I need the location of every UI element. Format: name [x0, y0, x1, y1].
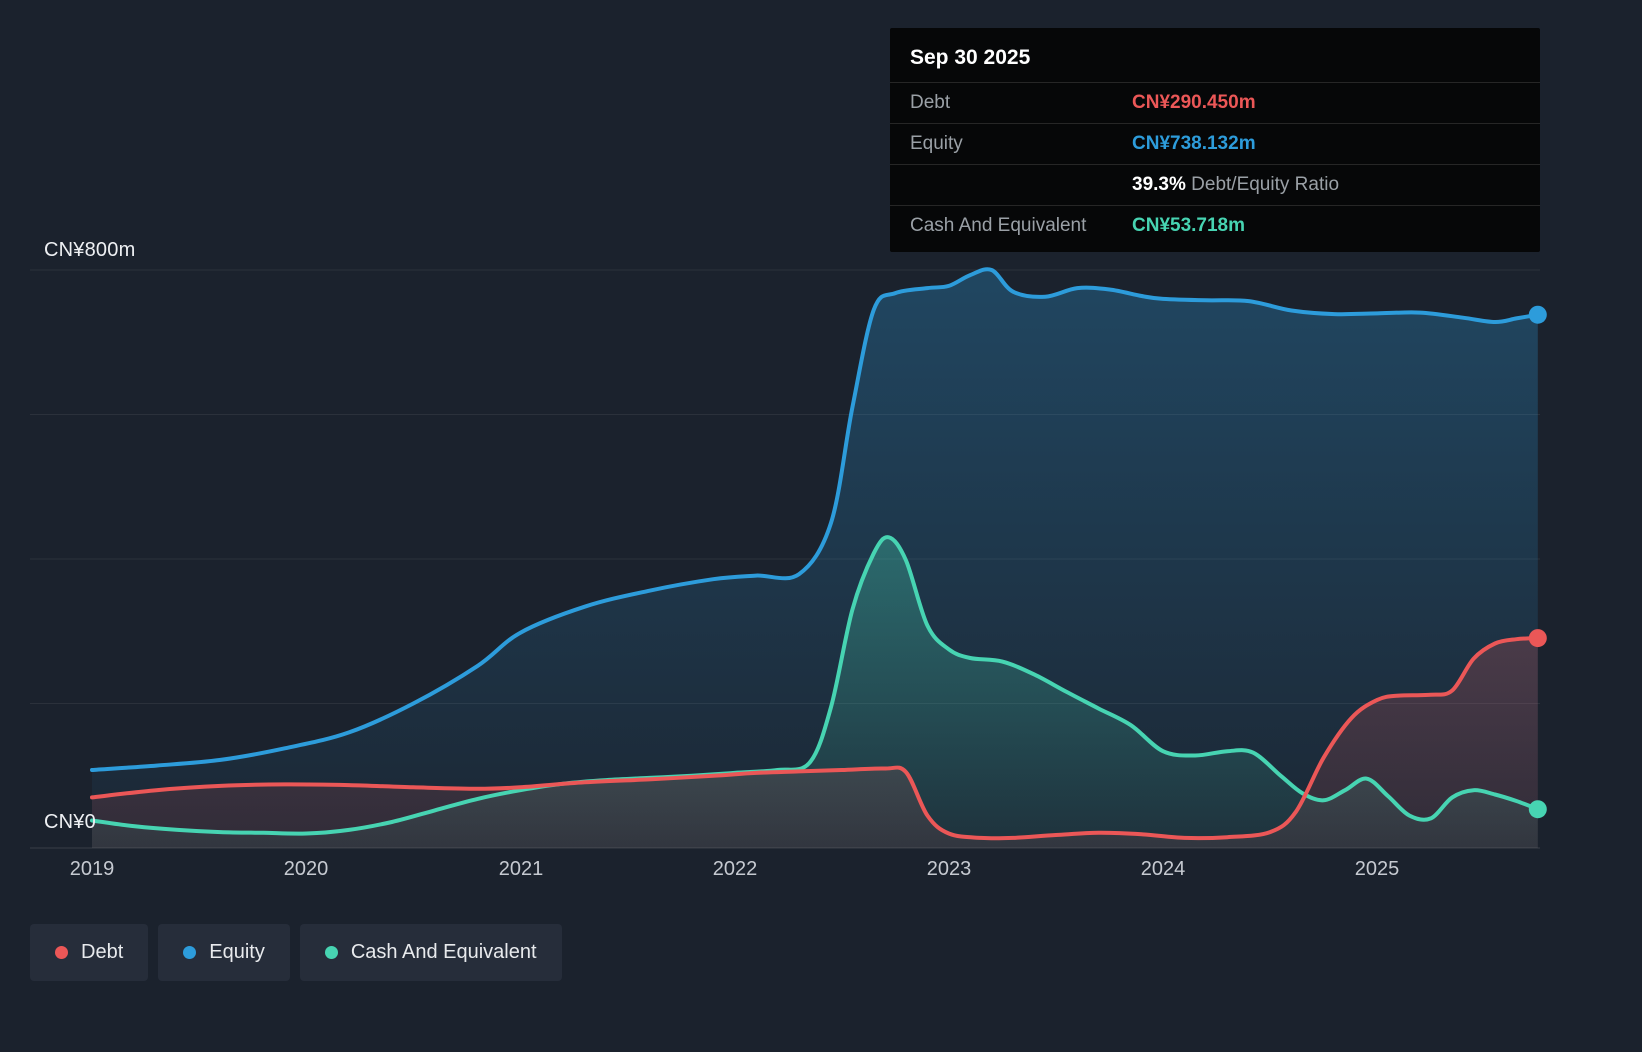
equity-line — [90, 267, 1540, 772]
x-tick-2021: 2021 — [498, 858, 544, 880]
legend-item-debt[interactable]: Debt — [30, 924, 149, 981]
tooltip-row-debt: Debt CN¥290.450m — [890, 82, 1540, 123]
tooltip-row-cash: Cash And Equivalent CN¥53.718m — [890, 205, 1540, 246]
tooltip-cash-label: Cash And Equivalent — [910, 215, 1087, 236]
debt-legend-dot — [55, 946, 68, 959]
x-tick-2024: 2024 — [1140, 858, 1186, 880]
equity-legend-dot — [183, 946, 197, 959]
cash-and-equivalent-line — [90, 535, 1540, 836]
tooltip-row-ratio: 39.3% Debt/Equity Ratio — [890, 164, 1540, 205]
x-tick-2019: 2019 — [69, 858, 115, 880]
tooltip-ratio-value: 39.3% Debt/Equity Ratio — [1132, 173, 1339, 197]
tooltip-row-equity: Equity CN¥738.132m — [890, 123, 1540, 164]
equity-end-dot — [1528, 305, 1547, 324]
debt-end-dot — [1528, 629, 1547, 648]
debt-area — [92, 638, 1538, 848]
tooltip-equity-label: Equity — [910, 133, 963, 154]
ratio-caption: Debt/Equity Ratio — [1191, 174, 1340, 195]
legend-label-debt: Debt — [81, 941, 124, 963]
x-tick-2023: 2023 — [926, 858, 972, 880]
y-axis-label-800m: CN¥800m — [44, 239, 136, 261]
tooltip-date: Sep 30 2025 — [910, 46, 1031, 69]
ratio-percent: 39.3% — [1132, 174, 1186, 195]
x-tick-2022: 2022 — [712, 858, 758, 880]
tooltip-cash-value: CN¥53.718m — [1132, 215, 1246, 236]
chart-legend: Debt Equity Cash And Equivalent — [30, 924, 562, 981]
chart-tooltip: Sep 30 2025 Debt CN¥290.450m Equity CN¥7… — [890, 28, 1540, 252]
tooltip-debt-value: CN¥290.450m — [1132, 92, 1256, 113]
cash-legend-dot — [324, 946, 338, 959]
legend-item-equity[interactable]: Equity — [158, 924, 290, 981]
cash-and-equivalent-end-dot — [1528, 800, 1547, 819]
x-tick-2020: 2020 — [283, 858, 329, 880]
tooltip-debt-label: Debt — [910, 92, 951, 113]
cash-and-equivalent-area — [92, 537, 1538, 848]
y-axis-label-0: CN¥0 — [44, 811, 96, 833]
legend-label-equity: Equity — [209, 941, 265, 963]
legend-item-cash[interactable]: Cash And Equivalent — [299, 924, 562, 981]
debt-line — [90, 636, 1540, 841]
legend-label-cash: Cash And Equivalent — [350, 941, 537, 963]
x-tick-2025: 2025 — [1354, 858, 1400, 880]
tooltip-equity-value: CN¥738.132m — [1132, 133, 1256, 154]
